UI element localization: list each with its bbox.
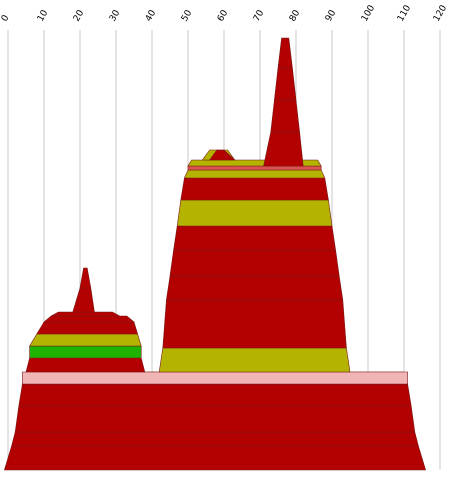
x-tick-label: 90 [324,8,339,23]
layer-red [166,275,344,301]
x-tick-label: 0 [0,13,12,23]
x-tick-label: 120 [432,3,449,23]
layer-red [43,315,135,323]
layer-olive [176,199,333,227]
layer-red [79,267,92,289]
x-tick-label: 10 [36,8,51,23]
x-tick-label: 50 [180,8,195,23]
x-tick-label: 20 [72,8,87,23]
layer-green [29,345,142,359]
layer-red [277,37,293,69]
x-tick-label: 60 [216,8,231,23]
x-tick-label: 40 [144,8,159,23]
layer-red [36,321,139,335]
layer-red [72,287,95,313]
layer-red [263,131,304,167]
layer-pink [22,371,408,385]
x-tick-label: 30 [108,8,123,23]
layer-coral [187,165,322,171]
layer-red [11,431,419,447]
x-tick-label: 110 [396,3,413,23]
layer-red [173,225,336,251]
layer-red [209,149,236,161]
layer-red [169,249,340,277]
layer-red [3,445,427,471]
layer-red [25,357,146,373]
layer-red [162,299,347,349]
layer-red [274,67,297,101]
layers [3,37,427,471]
layer-olive [29,333,142,347]
x-tick-label: 70 [252,8,267,23]
layer-red [50,311,121,317]
layer-red [180,177,329,201]
x-tick-label: 80 [288,8,303,23]
x-tick-label: 100 [360,3,377,23]
layer-red [270,99,300,133]
layer-olive [183,169,326,179]
layer-red [14,405,416,433]
layer-olive [158,347,351,373]
layer-red [18,383,412,407]
